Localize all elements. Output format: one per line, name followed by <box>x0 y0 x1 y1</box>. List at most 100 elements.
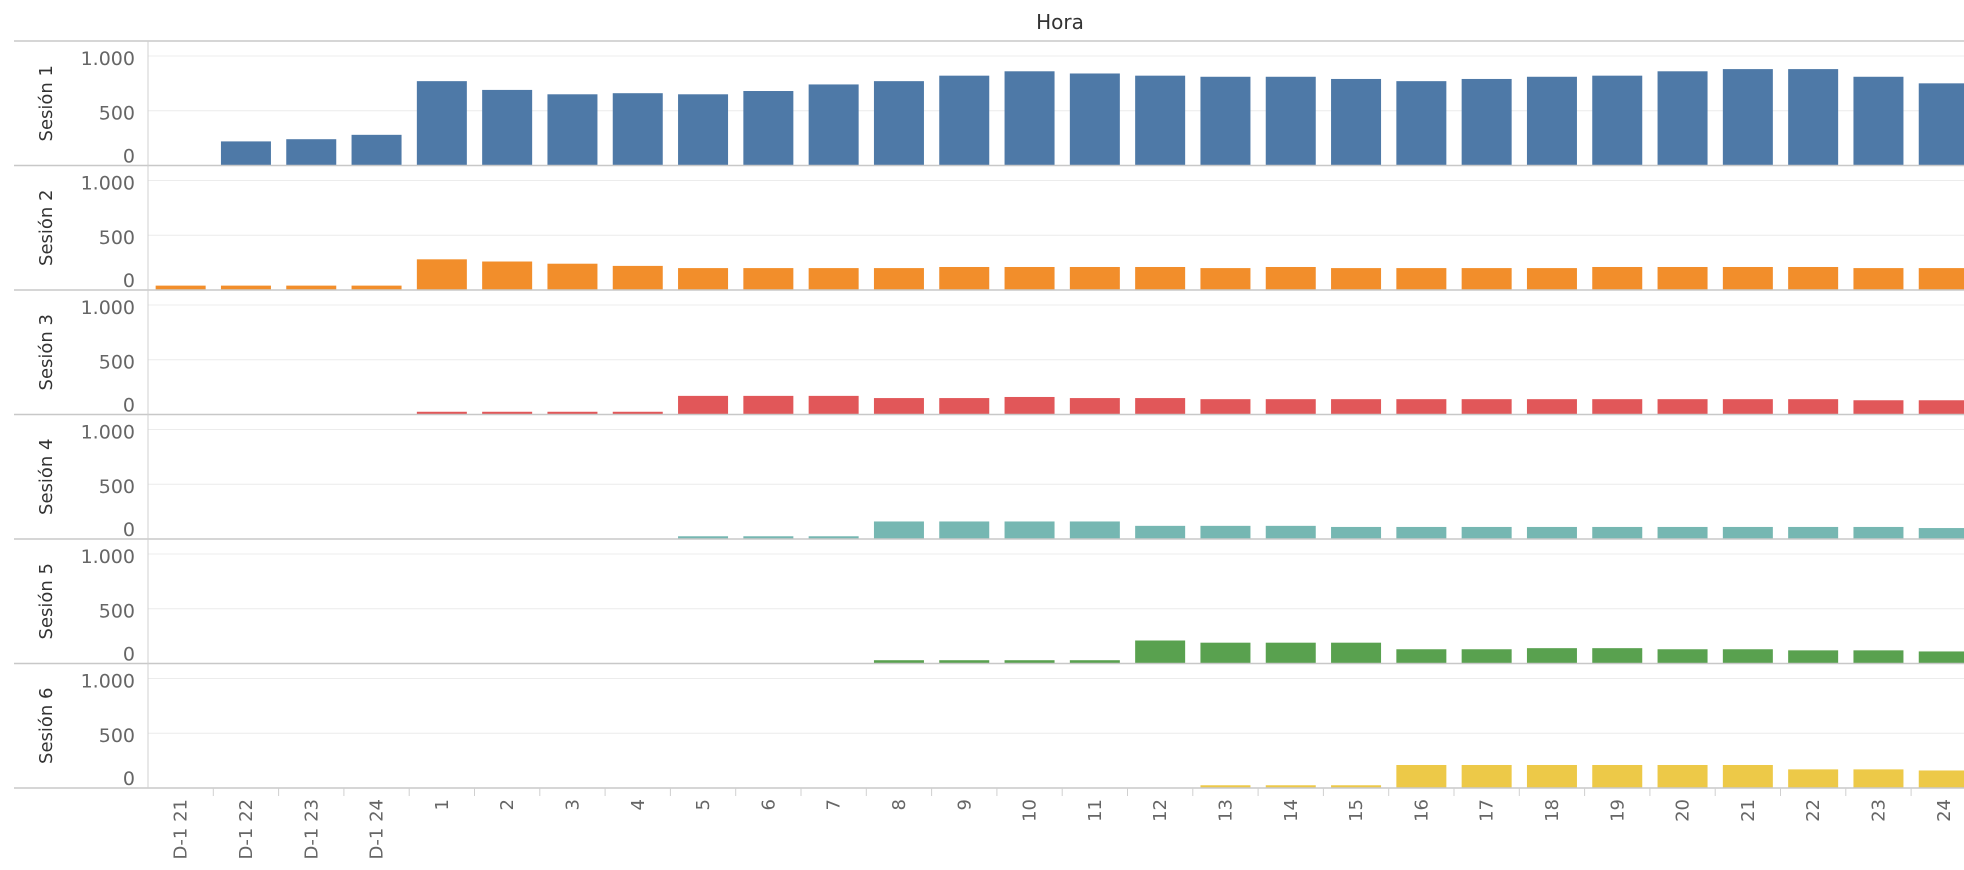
bar-5-8 <box>873 660 924 664</box>
x-tick-label: 15 <box>1346 799 1367 822</box>
bar-3-14 <box>1265 399 1316 415</box>
y-tick-label: 1.000 <box>81 297 135 319</box>
bar-2-24 <box>1918 268 1964 290</box>
bar-6-16 <box>1396 764 1447 788</box>
x-tick-label: 18 <box>1542 799 1563 822</box>
bar-3-9 <box>939 398 990 415</box>
bar-3-3 <box>547 411 598 415</box>
bar-3-21 <box>1722 399 1773 415</box>
x-tick-label: 11 <box>1085 799 1106 822</box>
bar-1-D-122 <box>220 141 271 166</box>
bar-4-7 <box>808 536 859 539</box>
bar-6-14 <box>1265 785 1316 788</box>
row-label-sesion-3: Sesión 3 <box>36 314 57 390</box>
bar-3-19 <box>1592 399 1643 415</box>
bar-2-10 <box>1004 266 1055 290</box>
panel-6: 0 500 1.000 Sesión 6 <box>14 670 1964 790</box>
x-tick-label: 7 <box>824 799 845 810</box>
panel-4: 0 500 1.000 Sesión 4 <box>14 421 1964 541</box>
x-tick-label: 3 <box>562 799 583 810</box>
bar-2-8 <box>873 268 924 290</box>
bar-5-16 <box>1396 649 1447 664</box>
y-tick-label: 500 <box>99 725 135 747</box>
bar-1-19 <box>1592 75 1643 166</box>
bar-1-16 <box>1396 81 1447 166</box>
bar-3-17 <box>1461 399 1512 415</box>
bar-4-19 <box>1592 526 1643 539</box>
bar-1-7 <box>808 84 859 166</box>
x-tick-label: 17 <box>1477 799 1498 822</box>
bar-2-1 <box>416 259 467 290</box>
x-tick-label: 23 <box>1868 799 1889 822</box>
x-tick-label: 8 <box>889 799 910 810</box>
x-tick-label: 2 <box>497 799 518 810</box>
bar-1-13 <box>1200 76 1251 166</box>
bar-4-12 <box>1135 525 1186 539</box>
bar-6-20 <box>1657 764 1708 788</box>
bar-3-12 <box>1135 398 1186 415</box>
bar-3-24 <box>1918 400 1964 415</box>
bar-3-16 <box>1396 399 1447 415</box>
bar-4-6 <box>743 536 794 539</box>
bar-1-14 <box>1265 76 1316 166</box>
bar-4-16 <box>1396 526 1447 539</box>
bar-1-24 <box>1918 83 1964 166</box>
bar-3-7 <box>808 395 859 415</box>
bar-6-22 <box>1788 769 1839 788</box>
bar-2-7 <box>808 268 859 290</box>
panel-2: 0 500 1.000 Sesión 2 <box>14 172 1964 292</box>
bar-3-22 <box>1788 399 1839 415</box>
bar-6-19 <box>1592 764 1643 788</box>
bar-5-13 <box>1200 642 1251 664</box>
bar-2-D-122 <box>220 285 271 290</box>
bar-1-1 <box>416 81 467 166</box>
bar-6-18 <box>1526 764 1577 788</box>
y-tick-label: 0 <box>123 146 135 168</box>
bar-4-22 <box>1788 526 1839 539</box>
bar-3-23 <box>1853 400 1904 415</box>
x-tick-label: 24 <box>1934 799 1955 822</box>
bar-4-23 <box>1853 526 1904 539</box>
bar-1-6 <box>743 91 794 166</box>
bar-6-21 <box>1722 764 1773 788</box>
bar-5-17 <box>1461 649 1512 664</box>
bar-3-15 <box>1331 399 1382 415</box>
bar-4-11 <box>1069 521 1120 539</box>
bar-3-11 <box>1069 398 1120 415</box>
bar-6-24 <box>1918 770 1964 788</box>
x-tick-label: D-1 21 <box>171 799 192 859</box>
x-tick-label: 9 <box>954 799 975 810</box>
bar-1-5 <box>678 94 729 166</box>
bar-2-15 <box>1331 268 1382 290</box>
x-tick-label: 21 <box>1738 799 1759 822</box>
row-label-sesion-1: Sesión 1 <box>36 65 57 141</box>
bar-2-D-124 <box>351 285 402 290</box>
bar-5-23 <box>1853 650 1904 664</box>
bar-2-23 <box>1853 268 1904 290</box>
bar-3-6 <box>743 395 794 415</box>
bar-3-4 <box>612 411 663 415</box>
bar-5-11 <box>1069 660 1120 664</box>
y-tick-label: 0 <box>123 644 135 666</box>
x-tick-label: 22 <box>1803 799 1824 822</box>
bar-4-20 <box>1657 526 1708 539</box>
bar-1-12 <box>1135 75 1186 166</box>
bar-6-13 <box>1200 785 1251 788</box>
bar-4-17 <box>1461 526 1512 539</box>
x-tick-label: 1 <box>432 799 453 810</box>
bar-3-20 <box>1657 399 1708 415</box>
y-tick-label: 500 <box>99 227 135 249</box>
x-tick-label: 13 <box>1215 799 1236 822</box>
bar-1-22 <box>1788 69 1839 166</box>
x-tick-label: 12 <box>1150 799 1171 822</box>
column-header: Hora <box>1036 10 1084 34</box>
bar-2-16 <box>1396 268 1447 290</box>
x-tick-label: 10 <box>1020 799 1041 822</box>
bar-5-14 <box>1265 642 1316 664</box>
bar-1-D-124 <box>351 134 402 166</box>
panel-3: 0 500 1.000 Sesión 3 <box>14 297 1964 417</box>
bar-2-19 <box>1592 266 1643 290</box>
bar-2-12 <box>1135 266 1186 290</box>
bar-2-2 <box>482 261 533 290</box>
bar-1-21 <box>1722 69 1773 166</box>
